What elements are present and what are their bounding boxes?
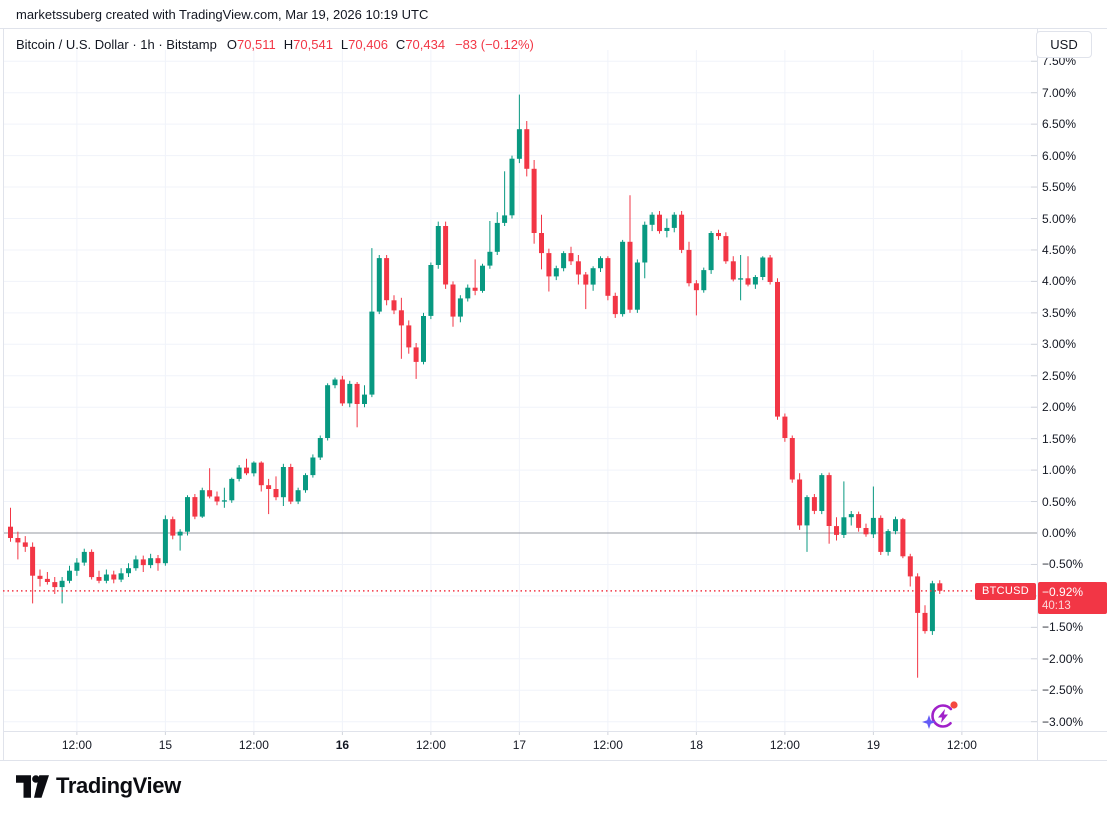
lightning-bolt-icon bbox=[938, 709, 948, 723]
symbol-legend: Bitcoin / U.S. Dollar · 1h · Bitstamp O7… bbox=[16, 37, 534, 52]
spark-circle bbox=[931, 704, 955, 728]
time-axis-tick: 17 bbox=[512, 738, 527, 752]
tradingview-logo-icon bbox=[16, 774, 49, 798]
price-axis-tick: 6.00% bbox=[1042, 148, 1077, 163]
symbol-price-tag: BTCUSD bbox=[975, 583, 1037, 600]
price-axis-tick: 2.00% bbox=[1042, 400, 1077, 415]
price-percent: −0.92% bbox=[1042, 584, 1084, 599]
price-axis-tick: −2.00% bbox=[1042, 651, 1084, 666]
time-axis-tick: 12:00 bbox=[238, 738, 269, 752]
time-axis-tick: 12:00 bbox=[592, 738, 623, 752]
symbol-title[interactable]: Bitcoin / U.S. Dollar · 1h · Bitstamp bbox=[16, 37, 217, 52]
spark-icon bbox=[922, 701, 958, 729]
price-axis-tick: 4.00% bbox=[1042, 274, 1077, 289]
price-axis-tick: 4.50% bbox=[1042, 242, 1077, 257]
price-axis-tick: 2.50% bbox=[1042, 368, 1077, 383]
price-axis-tick: −1.50% bbox=[1042, 620, 1084, 635]
price-axis-tick: −0.50% bbox=[1042, 557, 1084, 572]
ohlc-close: C70,434 bbox=[395, 37, 446, 52]
price-axis-tick: 5.50% bbox=[1042, 180, 1077, 195]
footer-branding[interactable]: TradingView bbox=[16, 773, 181, 799]
currency-toggle-button[interactable]: USD bbox=[1036, 31, 1092, 58]
price-axis-tick: 1.50% bbox=[1042, 431, 1077, 446]
time-axis-tick: 15 bbox=[158, 738, 173, 752]
ohlc-high: H70,541 bbox=[283, 37, 333, 52]
time-axis-tick: 16 bbox=[335, 738, 350, 752]
price-axis-tick: 1.00% bbox=[1042, 463, 1077, 478]
price-axis-tick: 3.00% bbox=[1042, 337, 1077, 352]
notification-dot bbox=[950, 701, 958, 709]
price-axis-tick: 3.50% bbox=[1042, 305, 1077, 320]
time-axis-tick: 12:00 bbox=[769, 738, 800, 752]
price-axis-tick: −2.50% bbox=[1042, 683, 1084, 698]
sparkle-star-icon bbox=[922, 715, 936, 729]
price-axis-tick: 5.00% bbox=[1042, 211, 1077, 226]
price-axis-tick: 7.00% bbox=[1042, 85, 1077, 100]
change-value: −83 (−0.12%) bbox=[455, 37, 534, 52]
price-axis-tick: 0.00% bbox=[1042, 526, 1077, 540]
ohlc-low: L70,406 bbox=[340, 37, 388, 52]
brand-name: TradingView bbox=[56, 773, 181, 798]
price-axis-tick: 6.50% bbox=[1042, 117, 1077, 132]
price-axis-tick: −3.00% bbox=[1042, 714, 1084, 729]
time-axis-tick: 12:00 bbox=[415, 738, 446, 752]
ohlc-open: O70,511 bbox=[226, 37, 276, 52]
time-axis-tick: 12:00 bbox=[946, 738, 977, 752]
time-axis-tick: 19 bbox=[866, 738, 881, 752]
price-axis-tick: 0.50% bbox=[1042, 494, 1077, 509]
attribution-text: marketssuberg created with TradingView.c… bbox=[16, 7, 429, 22]
price-axis-label: −0.92% 40:13 bbox=[1038, 582, 1107, 614]
time-axis-tick: 18 bbox=[689, 738, 704, 752]
time-axis-tick: 12:00 bbox=[61, 738, 92, 752]
bar-countdown: 40:13 bbox=[1042, 599, 1071, 612]
